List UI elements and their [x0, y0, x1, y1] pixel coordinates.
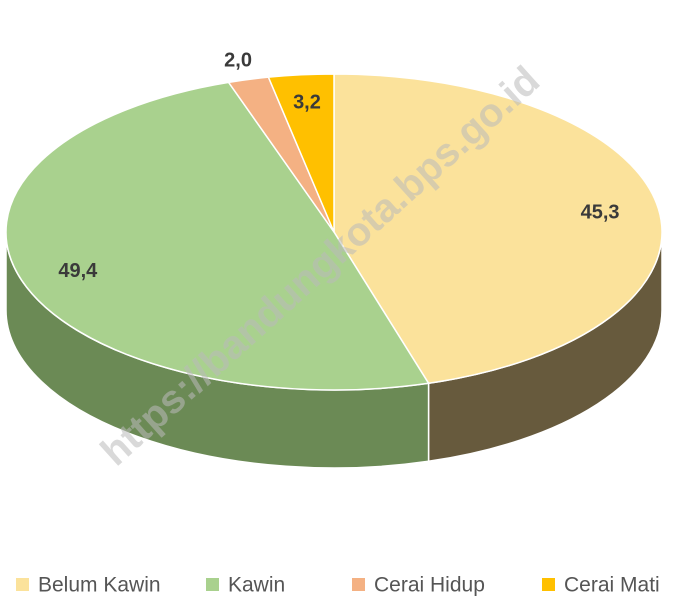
data-label: 2,0	[224, 49, 252, 71]
legend-label: Cerai Hidup	[374, 574, 485, 597]
slice	[5, 81, 430, 391]
legend-label: Cerai Mati	[564, 574, 660, 597]
legend-swatch	[352, 578, 365, 591]
legend-label: Belum Kawin	[38, 574, 161, 597]
data-label: 49,4	[58, 260, 98, 282]
slice	[333, 73, 663, 385]
legend-label: Kawin	[228, 574, 285, 597]
legend-swatch	[16, 578, 29, 591]
data-label: 3,2	[293, 91, 321, 113]
legend-swatch	[206, 578, 219, 591]
pie-tops	[5, 73, 663, 391]
data-label: 45,3	[581, 201, 620, 223]
legend: Belum Kawin Kawin Cerai Hidup Cerai Mati	[16, 574, 660, 597]
legend-swatch	[542, 578, 555, 591]
data-labels: 45,3 49,4 2,0 3,2	[58, 49, 619, 281]
slice	[267, 73, 335, 233]
